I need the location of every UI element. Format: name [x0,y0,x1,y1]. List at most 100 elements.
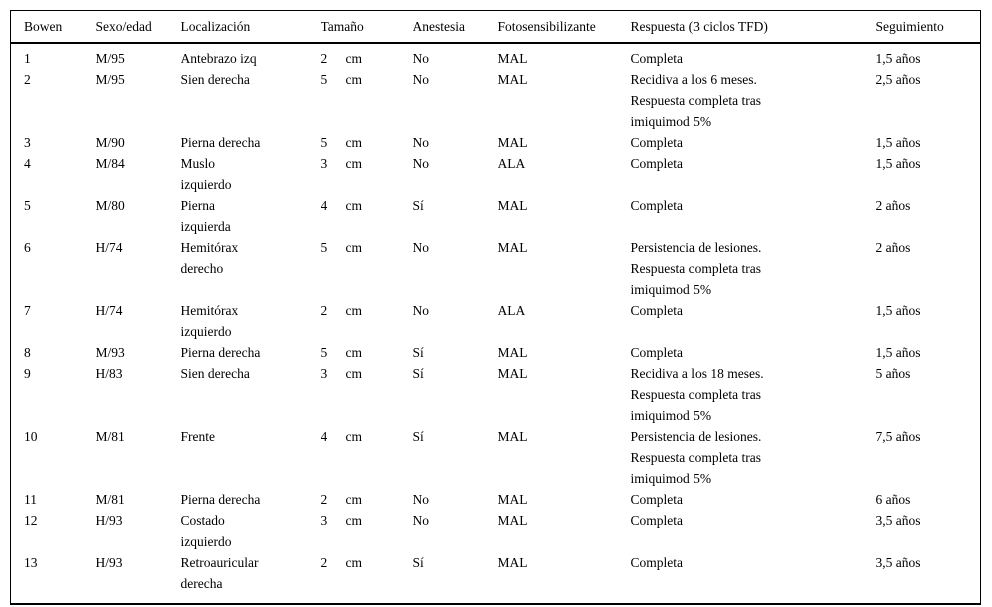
cell-tamano: 5 [320,135,328,150]
cell-anestesia: No [412,513,430,528]
cell-tamano-unidad: cm [345,72,363,87]
cell-respuesta: Completa [630,156,684,171]
cell-tamano: 2 [320,555,328,570]
cell-seguimiento: 7,5 años [875,429,921,444]
bowen-tfd-table: Bowen Sexo/edad Localización Tamaño Anes… [10,10,982,605]
cell-anestesia: Sí [412,429,424,444]
cell-localizacion: Pierna izquierda [180,198,231,234]
table-row: 6 H/74 Hemitórax derecho 5 cm No MAL Persistenc… [11,237,981,300]
cell-fotosensibilizante: MAL [497,240,528,255]
cell-fotosensibilizante: MAL [497,72,528,87]
cell-bowen: 8 [24,345,31,360]
cell-localizacion: Frente [180,429,216,444]
table-row: 2 M/95 Sien derecha 5 cm No MAL Recidiva a los … [11,69,981,132]
cell-localizacion: Sien derecha [180,366,250,381]
cell-seguimiento: 1,5 años [875,345,921,360]
cell-sexo-edad: M/93 [95,345,125,360]
table-row: 7 H/74 Hemitórax izquierdo 2 cm No ALA Completa… [11,300,981,342]
cell-anestesia: No [412,135,430,150]
cell-tamano: 5 [320,72,328,87]
cell-tamano: 4 [320,198,328,213]
cell-tamano-unidad: cm [345,429,363,444]
cell-respuesta: Completa [630,492,684,507]
cell-tamano: 5 [320,345,328,360]
col-header-sexo-edad: Sexo/edad [95,10,181,44]
cell-anestesia: No [412,72,430,87]
cell-sexo-edad: H/83 [95,366,123,381]
cell-respuesta: Completa [630,135,684,150]
cell-tamano-unidad: cm [345,156,363,171]
cell-localizacion: Costado izquierdo [180,513,232,549]
table-body: 1 M/95 Antebrazo izq 2 cm No MAL Completa 1,5 añ… [11,43,981,604]
cell-bowen: 4 [24,156,31,171]
cell-fotosensibilizante: MAL [497,492,528,507]
cell-seguimiento: 2 años [875,240,911,255]
cell-seguimiento: 3,5 años [875,513,921,528]
cell-respuesta: Persistencia de lesiones. Respuesta comp… [630,240,762,297]
cell-localizacion: Sien derecha [180,72,250,87]
cell-tamano-unidad: cm [345,492,363,507]
table-row: 9 H/83 Sien derecha 3 cm Sí MAL Recidiva a los … [11,363,981,426]
cell-localizacion: Pierna derecha [180,492,261,507]
cell-anestesia: Sí [412,345,424,360]
cell-sexo-edad: M/95 [95,72,125,87]
cell-seguimiento: 5 años [875,366,911,381]
cell-seguimiento: 1,5 años [875,51,921,66]
cell-tamano-unidad: cm [345,135,363,150]
cell-fotosensibilizante: MAL [497,135,528,150]
cell-bowen: 5 [24,198,31,213]
cell-fotosensibilizante: MAL [497,366,528,381]
cell-localizacion: Pierna derecha [180,135,261,150]
cell-anestesia: No [412,492,430,507]
cell-fotosensibilizante: MAL [497,198,528,213]
cell-bowen: 3 [24,135,31,150]
cell-localizacion: Antebrazo izq [180,51,257,66]
cell-bowen: 6 [24,240,31,255]
cell-tamano-unidad: cm [345,513,363,528]
cell-sexo-edad: M/81 [95,429,125,444]
cell-tamano-unidad: cm [345,366,363,381]
cell-localizacion: Pierna derecha [180,345,261,360]
col-header-seguimiento: Seguimiento [875,10,981,44]
cell-localizacion: Muslo izquierdo [180,156,232,192]
cell-fotosensibilizante: MAL [497,51,528,66]
cell-anestesia: No [412,240,430,255]
cell-localizacion: Retroauricular derecha [180,555,259,591]
cell-respuesta: Recidiva a los 6 meses. Respuesta comple… [630,72,761,129]
table-row: 3 M/90 Pierna derecha 5 cm No MAL Completa 1,5 a… [11,132,981,153]
table-row: 13 H/93 Retroauricular derecha 2 cm Sí MAL Comp… [11,552,981,604]
table-header: Bowen Sexo/edad Localización Tamaño Anes… [10,10,981,44]
cell-tamano-unidad: cm [345,345,363,360]
cell-tamano-unidad: cm [345,198,363,213]
cell-fotosensibilizante: ALA [497,303,526,318]
col-header-localizacion: Localización [180,10,321,44]
table-row: 4 M/84 Muslo izquierdo 3 cm No ALA Completa 1,5 … [11,153,981,195]
cell-localizacion: Hemitórax derecho [180,240,239,276]
col-header-fotosensibilizante: Fotosensibilizante [497,10,631,44]
cell-seguimiento: 3,5 años [875,555,921,570]
cell-seguimiento: 6 años [875,492,911,507]
cell-bowen: 7 [24,303,31,318]
table-row: 12 H/93 Costado izquierdo 3 cm No MAL Completa 3… [11,510,981,552]
cell-seguimiento: 2 años [875,198,911,213]
cell-respuesta: Completa [630,51,684,66]
cell-bowen: 9 [24,366,31,381]
cell-localizacion: Hemitórax izquierdo [180,303,239,339]
col-header-tamano: Tamaño [320,10,413,44]
cell-seguimiento: 1,5 años [875,156,921,171]
cell-sexo-edad: M/80 [95,198,125,213]
table-row: 11 M/81 Pierna derecha 2 cm No MAL Completa 6 añ… [11,489,981,510]
cell-bowen: 11 [24,492,37,507]
col-header-bowen: Bowen [10,10,96,44]
cell-bowen: 10 [24,429,38,444]
cell-tamano: 2 [320,492,328,507]
header-row: Bowen Sexo/edad Localización Tamaño Anes… [10,10,981,44]
cell-tamano: 3 [320,366,328,381]
cell-tamano-unidad: cm [345,555,363,570]
cell-anestesia: Sí [412,366,424,381]
cell-tamano: 2 [320,51,328,66]
table-row: 1 M/95 Antebrazo izq 2 cm No MAL Completa 1,5 añ… [11,43,981,69]
cell-sexo-edad: M/95 [95,51,125,66]
cell-bowen: 1 [24,51,31,66]
table-row: 8 M/93 Pierna derecha 5 cm Sí MAL Completa 1,5 a… [11,342,981,363]
